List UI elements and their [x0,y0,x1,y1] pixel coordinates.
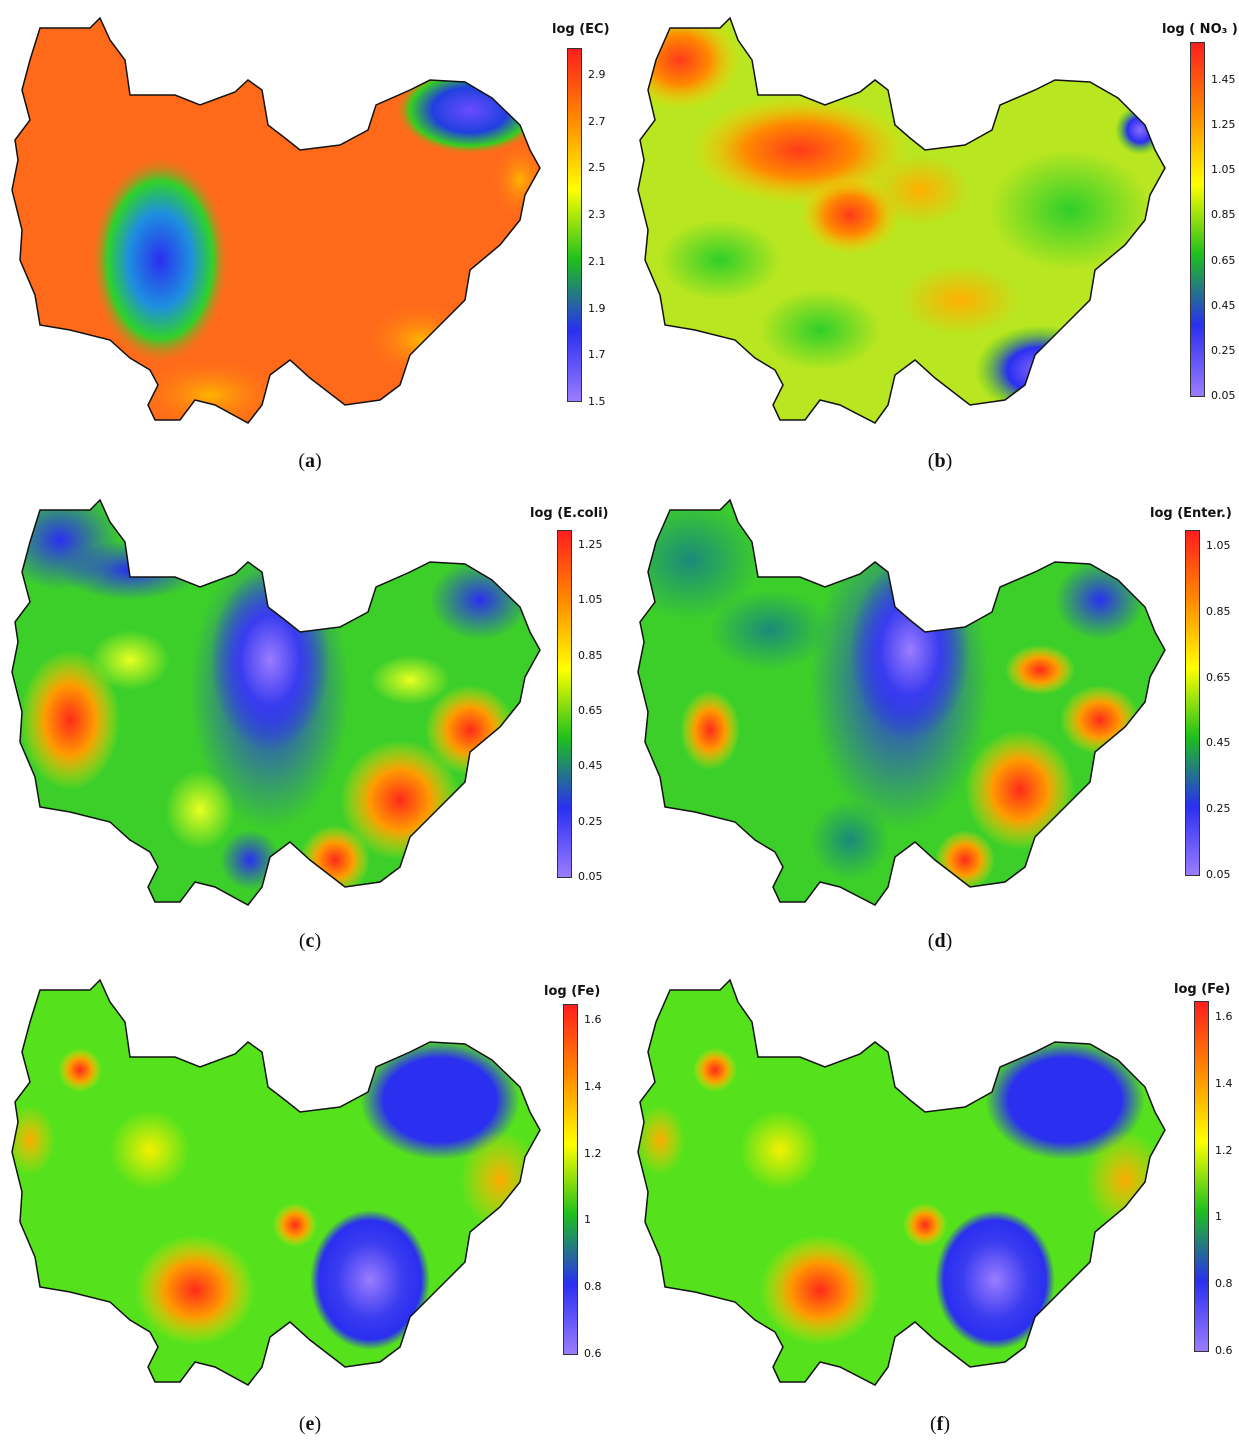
colorbar-a [567,48,582,402]
colorbar-tick: 0.65 [1211,253,1236,267]
colorbar-tick: 1.6 [1215,1010,1233,1023]
caption-e: (e) [298,1413,322,1435]
colorbar-tick: 1.5 [588,395,606,408]
colorbar-tick: 0.65 [578,704,603,717]
panel-e: log (Fe) (e) 1.6 1.4 1.2 1 0.8 0.6 [0,960,620,1443]
caption-b: (b) [927,450,953,472]
colorbar-tick: 1 [584,1213,591,1227]
colorbar-tick: 2.9 [588,68,606,81]
colorbar-tick: 0.85 [1211,208,1236,222]
colorbar-tick: 0.05 [1211,389,1236,402]
colorbar-tick: 0.85 [1206,604,1231,618]
colorbar-tick: 1.4 [584,1079,602,1093]
panel-b: log ( NO₃ ) (b) 1.45 1.25 1.05 0.85 0.65 0.45… [620,0,1239,480]
map-c [11,498,541,906]
colorbar-tick: 1.4 [1215,1076,1233,1090]
panel-d: log (Enter.) (d) 1.05 0.85 0.65 0.45 0.25 0.0… [620,480,1239,960]
caption-c: (c) [298,930,322,952]
colorbar-tick: 1.25 [1211,118,1236,132]
panel-f: log (Fe) (f) 1.6 1.4 1.2 1 0.8 0.6 [620,960,1239,1443]
colorbar-tick: 2.1 [588,254,606,268]
colorbar-tick: 1.05 [1206,539,1231,552]
legend-title-e: log (Fe) [544,984,601,999]
colorbar-tick: 0.45 [578,759,603,773]
colorbar-tick: 0.25 [1211,343,1236,357]
colorbar-tick: 0.6 [1215,1344,1233,1357]
colorbar-tick: 0.45 [1211,298,1236,312]
colorbar-d [1185,530,1200,876]
colorbar-tick: 1.2 [584,1146,602,1160]
colorbar-tick: 0.45 [1206,736,1231,750]
map-f [637,978,1166,1386]
colorbar-tick: 1.6 [584,1013,602,1026]
colorbar-tick: 1.45 [1211,73,1236,86]
colorbar-tick: 0.65 [1206,670,1231,684]
panel-a: log (EC) (a) 2.9 2.7 2.5 2.3 2.1 1.9 1.7 1.5 [0,0,620,480]
legend-title-d: log (Enter.) [1150,506,1232,521]
map-b [637,16,1166,424]
map-d [637,498,1166,906]
colorbar-f [1194,1001,1209,1352]
colorbar-tick: 1.9 [588,301,606,315]
colorbar-tick: 0.25 [1206,802,1231,816]
colorbar-tick: 0.25 [578,814,603,828]
colorbar-e [563,1004,578,1355]
legend-title-a: log (EC) [552,22,610,37]
colorbar-tick: 2.7 [588,114,606,128]
caption-d: (d) [927,930,953,952]
colorbar-b [1190,42,1205,397]
caption-a: (a) [298,450,322,472]
map-a [11,16,541,424]
colorbar-tick: 0.8 [1215,1277,1233,1291]
colorbar-tick: 0.05 [578,870,603,883]
colorbar-tick: 1.7 [588,348,606,362]
colorbar-tick: 1.05 [1211,163,1236,177]
caption-f: (f) [929,1413,950,1435]
legend-title-b: log ( NO₃ ) [1162,22,1238,37]
map-e [11,978,541,1386]
legend-title-f: log (Fe) [1174,982,1231,997]
colorbar-tick: 1.05 [578,593,603,607]
colorbar-tick: 0.8 [584,1280,602,1294]
colorbar-tick: 2.3 [588,208,606,222]
colorbar-tick: 0.05 [1206,868,1231,881]
legend-title-c: log (E.coli) [530,506,609,521]
panel-c: log (E.coli) (c) 1.25 1.05 0.85 0.65 0.45 0.2… [0,480,620,960]
colorbar-tick: 0.6 [584,1347,602,1360]
colorbar-tick: 1.2 [1215,1143,1233,1157]
colorbar-c [557,530,572,878]
colorbar-tick: 2.5 [588,161,606,175]
colorbar-tick: 1.25 [578,538,603,551]
colorbar-tick: 1 [1215,1210,1222,1224]
colorbar-tick: 0.85 [578,648,603,662]
